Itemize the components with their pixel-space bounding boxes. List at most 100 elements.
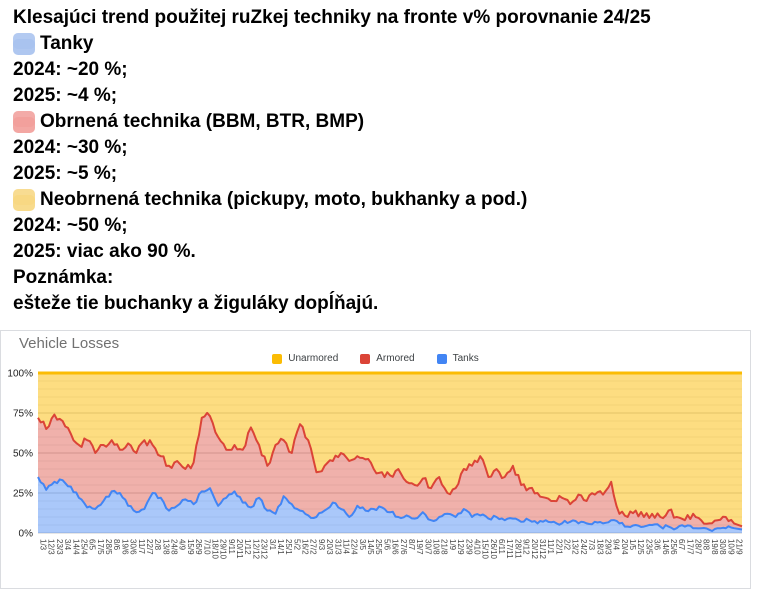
svg-text:14/5: 14/5 bbox=[366, 539, 375, 555]
unarmored-legend-swatch-icon bbox=[272, 353, 283, 364]
svg-text:9/11: 9/11 bbox=[227, 539, 236, 555]
svg-text:8/7: 8/7 bbox=[407, 539, 416, 551]
unarmored-heading-label: Neobrnená technika (pickupy, moto, bukha… bbox=[40, 189, 528, 210]
chart-legend: Unarmored Armored Tanks bbox=[1, 353, 750, 364]
svg-text:23/9: 23/9 bbox=[464, 539, 473, 555]
svg-text:6/11: 6/11 bbox=[497, 539, 506, 555]
unarmored-2025-value: 2025: viac ako 90 %. bbox=[13, 241, 196, 262]
svg-text:16/2: 16/2 bbox=[301, 539, 310, 555]
yellow-square-emoji-icon bbox=[13, 189, 35, 211]
armored-heading-label: Obrnená technika (BBM, BTR, BMP) bbox=[40, 111, 365, 132]
svg-text:22/1: 22/1 bbox=[554, 539, 563, 555]
svg-text:11/7: 11/7 bbox=[137, 539, 146, 555]
svg-text:16/6: 16/6 bbox=[391, 539, 400, 555]
blue-square-emoji-icon bbox=[13, 33, 35, 55]
svg-text:1/5: 1/5 bbox=[628, 539, 637, 551]
svg-text:5/6: 5/6 bbox=[382, 539, 391, 551]
svg-text:24/2: 24/2 bbox=[579, 539, 588, 555]
svg-text:12/12: 12/12 bbox=[251, 539, 260, 560]
svg-text:10/8: 10/8 bbox=[432, 539, 441, 555]
svg-text:4/9: 4/9 bbox=[178, 539, 187, 551]
svg-text:18/3: 18/3 bbox=[595, 539, 604, 555]
svg-text:31/3: 31/3 bbox=[333, 539, 342, 555]
svg-text:28/7: 28/7 bbox=[694, 539, 703, 555]
svg-text:27/6: 27/6 bbox=[399, 539, 408, 555]
svg-text:13/2: 13/2 bbox=[571, 539, 580, 555]
svg-text:9/4: 9/4 bbox=[612, 539, 621, 551]
svg-text:17/7: 17/7 bbox=[685, 539, 694, 555]
svg-text:12/9: 12/9 bbox=[456, 539, 465, 555]
svg-text:20/12: 20/12 bbox=[530, 539, 539, 560]
svg-text:7/3: 7/3 bbox=[587, 539, 596, 551]
svg-text:75%: 75% bbox=[13, 409, 33, 420]
svg-text:24/8: 24/8 bbox=[170, 539, 179, 555]
stacked-area-chart: 100% 75% 50% 25% 0% 1/3 12/3 23/3 3/4 14/4 25/4 6/5… bbox=[7, 369, 743, 560]
legend-label-armored: Armored bbox=[376, 353, 415, 364]
svg-text:8/6: 8/6 bbox=[112, 539, 121, 551]
chart-title: Vehicle Losses bbox=[19, 335, 120, 352]
red-square-emoji-icon bbox=[13, 111, 35, 133]
svg-text:3/5: 3/5 bbox=[358, 539, 367, 551]
svg-text:22/7: 22/7 bbox=[145, 539, 154, 555]
note-text: ešteže tie buchanky a žiguláky dopĺňajú. bbox=[13, 293, 379, 314]
chart-card: Vehicle Losses Unarmored Armored Tanks 1… bbox=[0, 330, 751, 589]
post-text-block: Klesajúci trend použitej ruZkej techniky… bbox=[13, 5, 651, 317]
svg-text:4/10: 4/10 bbox=[472, 539, 481, 555]
svg-text:14/6: 14/6 bbox=[661, 539, 670, 555]
svg-text:17/11: 17/11 bbox=[505, 539, 514, 559]
svg-text:17/5: 17/5 bbox=[96, 539, 105, 555]
svg-text:2/8: 2/8 bbox=[153, 539, 162, 551]
svg-text:23/5: 23/5 bbox=[644, 539, 653, 555]
svg-text:30/8: 30/8 bbox=[718, 539, 727, 555]
svg-text:6/7: 6/7 bbox=[677, 539, 686, 551]
svg-text:10/9: 10/9 bbox=[726, 539, 735, 555]
svg-text:21/8: 21/8 bbox=[440, 539, 449, 555]
svg-text:23/3: 23/3 bbox=[55, 539, 64, 555]
svg-text:22/4: 22/4 bbox=[350, 539, 359, 555]
svg-text:25/1: 25/1 bbox=[284, 539, 293, 555]
svg-text:27/2: 27/2 bbox=[309, 539, 318, 555]
svg-text:15/9: 15/9 bbox=[186, 539, 195, 555]
svg-text:19/7: 19/7 bbox=[415, 539, 424, 555]
svg-text:1/3: 1/3 bbox=[39, 539, 48, 551]
svg-text:28/11: 28/11 bbox=[513, 539, 522, 559]
svg-text:11/1: 11/1 bbox=[546, 539, 555, 555]
svg-text:20/3: 20/3 bbox=[325, 539, 334, 555]
svg-text:14/4: 14/4 bbox=[71, 539, 80, 555]
svg-text:23/12: 23/12 bbox=[260, 539, 269, 560]
svg-text:30/7: 30/7 bbox=[423, 539, 432, 555]
svg-text:29/3: 29/3 bbox=[603, 539, 612, 555]
legend-item-unarmored: Unarmored bbox=[272, 353, 338, 364]
legend-item-tanks: Tanks bbox=[436, 353, 479, 364]
svg-text:11/4: 11/4 bbox=[341, 539, 350, 555]
svg-text:6/5: 6/5 bbox=[88, 539, 97, 551]
legend-label-unarmored: Unarmored bbox=[288, 353, 339, 364]
svg-text:29/10: 29/10 bbox=[219, 539, 228, 560]
svg-text:5/2: 5/2 bbox=[292, 539, 301, 551]
armored-heading-row: Obrnená technika (BBM, BTR, BMP) bbox=[13, 109, 651, 135]
legend-label-tanks: Tanks bbox=[452, 353, 479, 364]
post-title: Klesajúci trend použitej ruZkej techniky… bbox=[13, 7, 651, 28]
svg-text:0%: 0% bbox=[19, 529, 34, 540]
svg-text:30/6: 30/6 bbox=[129, 539, 138, 555]
svg-text:50%: 50% bbox=[13, 449, 33, 460]
svg-text:19/8: 19/8 bbox=[710, 539, 719, 555]
svg-text:12/3: 12/3 bbox=[47, 539, 56, 555]
armored-2025-value: 2025: ~5 %; bbox=[13, 163, 118, 184]
legend-item-armored: Armored bbox=[360, 353, 415, 364]
svg-text:3/4: 3/4 bbox=[63, 539, 72, 551]
unarmored-2024-value: 2024: ~50 %; bbox=[13, 215, 128, 236]
svg-text:3/1: 3/1 bbox=[268, 539, 277, 551]
svg-text:25/5: 25/5 bbox=[374, 539, 383, 555]
svg-text:12/5: 12/5 bbox=[636, 539, 645, 555]
svg-text:19/6: 19/6 bbox=[120, 539, 129, 555]
tanks-2025-value: 2025: ~4 %; bbox=[13, 85, 118, 106]
armored-legend-swatch-icon bbox=[360, 353, 371, 364]
svg-text:25/6: 25/6 bbox=[669, 539, 678, 555]
svg-text:15/10: 15/10 bbox=[481, 539, 490, 560]
svg-text:25/4: 25/4 bbox=[79, 539, 88, 555]
svg-text:26/10: 26/10 bbox=[489, 539, 498, 560]
note-label: Poznámka: bbox=[13, 267, 114, 288]
svg-text:3/6: 3/6 bbox=[653, 539, 662, 551]
svg-text:1/9: 1/9 bbox=[448, 539, 457, 551]
